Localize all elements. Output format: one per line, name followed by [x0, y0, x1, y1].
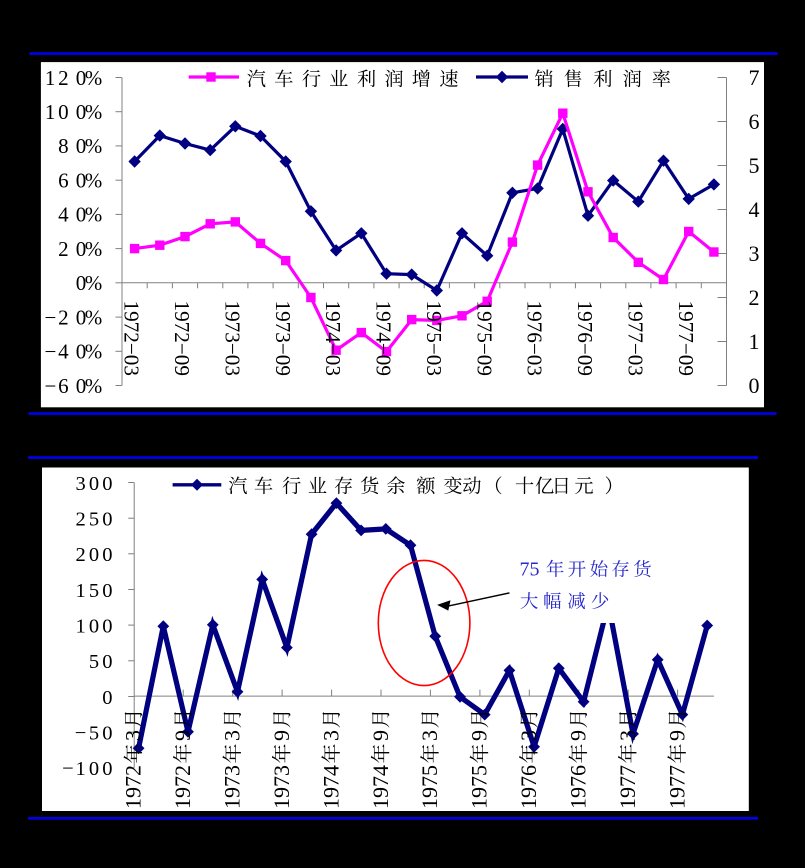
svg-text:1972−03: 1972−03: [120, 301, 144, 377]
svg-text:0: 0: [749, 373, 760, 398]
svg-text:40%: 40%: [58, 203, 102, 227]
svg-text:1972: 1972: [170, 765, 195, 809]
svg-text:200: 200: [76, 544, 113, 566]
svg-text:1977: 1977: [664, 765, 689, 809]
svg-text:3: 3: [220, 730, 245, 741]
svg-text:1975−03: 1975−03: [422, 301, 446, 377]
svg-text:80%: 80%: [58, 134, 102, 158]
svg-text:100: 100: [76, 615, 113, 637]
svg-text:1975: 1975: [417, 765, 442, 809]
svg-text:3: 3: [318, 730, 343, 741]
svg-text:3: 3: [615, 730, 640, 741]
svg-text:6: 6: [749, 109, 760, 134]
svg-text:9: 9: [664, 730, 689, 741]
svg-text:3: 3: [417, 730, 442, 741]
svg-text:9: 9: [368, 730, 393, 741]
svg-text:150: 150: [76, 580, 113, 602]
svg-text:1973−09: 1973−09: [271, 301, 295, 377]
svg-text:5: 5: [749, 153, 760, 178]
svg-text:1972: 1972: [121, 765, 146, 809]
svg-text:0: 0: [102, 687, 112, 709]
svg-text:3: 3: [749, 241, 760, 266]
svg-text:75: 75: [520, 559, 540, 581]
svg-text:1973: 1973: [220, 765, 245, 809]
svg-text:60%: 60%: [58, 169, 102, 193]
svg-text:1976: 1976: [516, 765, 541, 809]
svg-text:3: 3: [516, 730, 541, 741]
svg-text:9: 9: [467, 730, 492, 741]
svg-text:7: 7: [749, 65, 760, 90]
svg-text:1977−03: 1977−03: [623, 301, 647, 377]
svg-text:1973: 1973: [269, 765, 294, 809]
svg-text:1: 1: [749, 329, 760, 354]
svg-text:9: 9: [269, 730, 294, 741]
svg-text:9: 9: [170, 730, 195, 741]
svg-text:2: 2: [749, 285, 760, 310]
svg-text:1977: 1977: [615, 765, 640, 809]
svg-text:1974−03: 1974−03: [321, 301, 345, 377]
svg-text:1975: 1975: [467, 765, 492, 809]
svg-text:1973−03: 1973−03: [220, 301, 244, 377]
svg-text:250: 250: [76, 509, 113, 531]
svg-text:1972−09: 1972−09: [170, 301, 194, 377]
svg-text:1974−09: 1974−09: [372, 301, 396, 377]
svg-text:1976−09: 1976−09: [573, 301, 597, 377]
svg-text:0%: 0%: [76, 271, 103, 295]
svg-text:300: 300: [76, 473, 113, 495]
svg-text:1975−09: 1975−09: [472, 301, 496, 377]
svg-text:1976−03: 1976−03: [523, 301, 547, 377]
svg-text:9: 9: [566, 730, 591, 741]
svg-text:20%: 20%: [58, 237, 102, 261]
svg-text:1976: 1976: [566, 765, 591, 809]
svg-text:−50: −50: [75, 722, 113, 744]
svg-text:1977−09: 1977−09: [674, 301, 698, 377]
svg-text:1974: 1974: [318, 765, 343, 809]
svg-text:3: 3: [121, 730, 146, 741]
svg-text:4: 4: [749, 197, 760, 222]
svg-text:1974: 1974: [368, 765, 393, 809]
